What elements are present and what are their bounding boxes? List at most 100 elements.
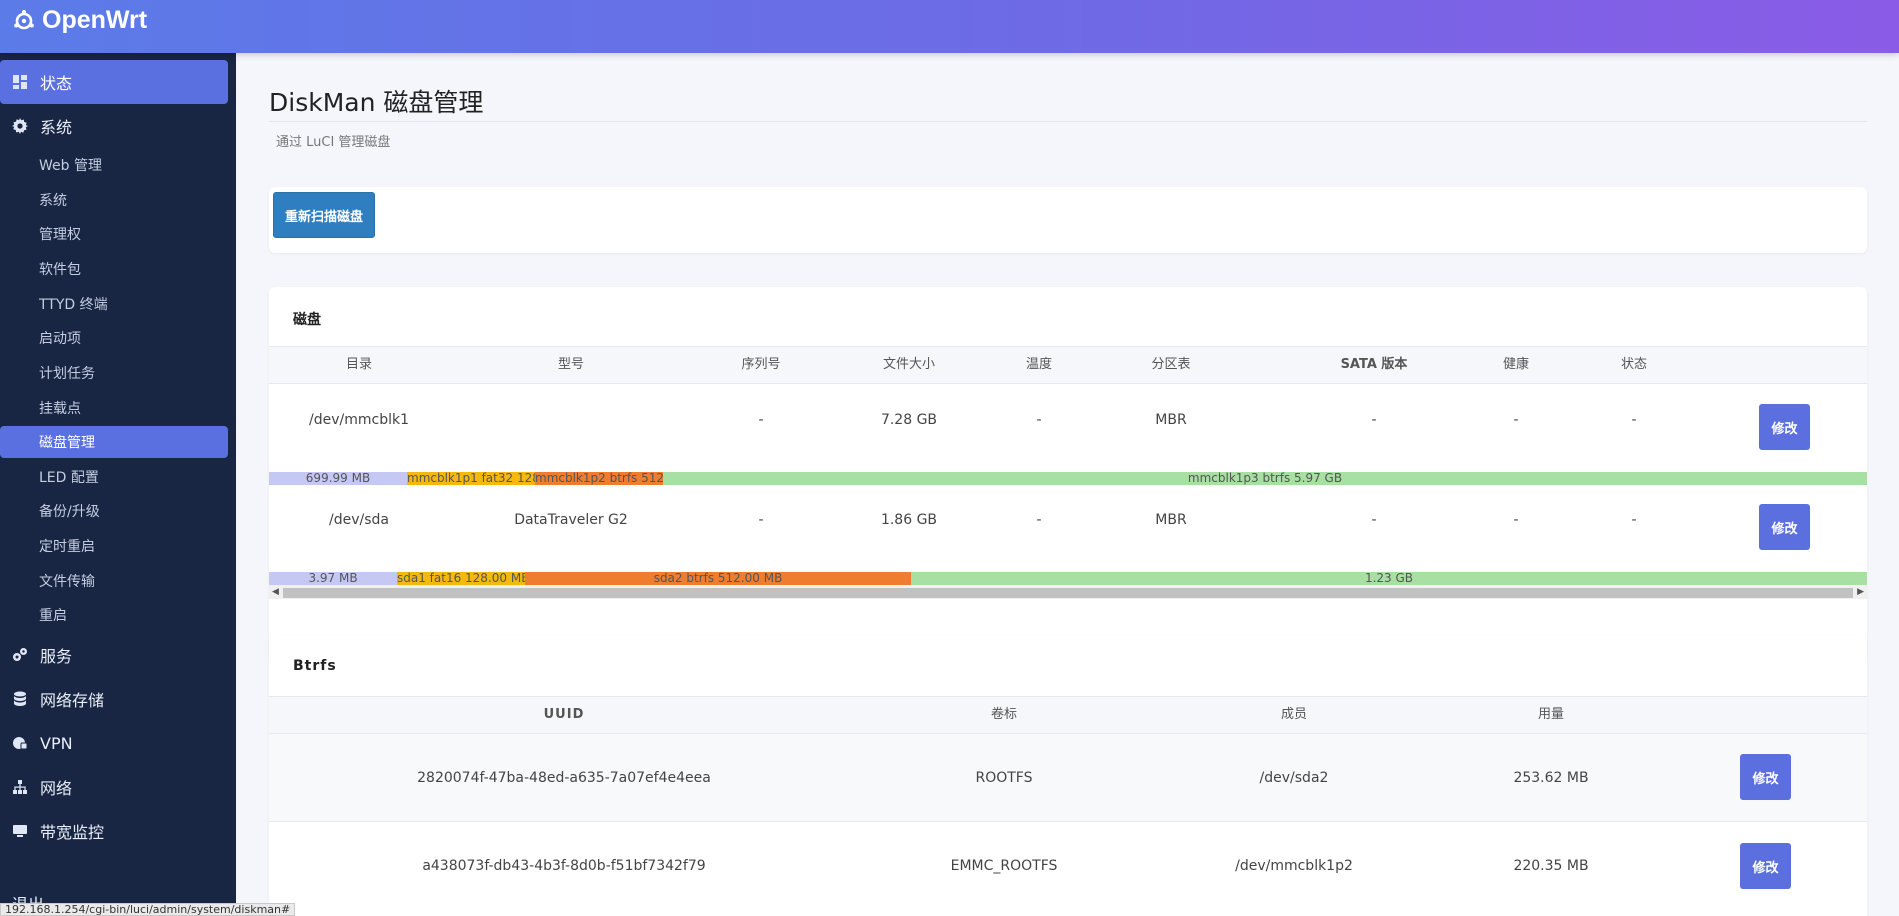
btrfs-card: Btrfs UUID 卷标 成员 用量 2820074f-47ba-48ed-a…	[269, 636, 1867, 916]
partition-segment[interactable]: mmcblk1p3 btrfs 5.97 GB	[663, 472, 1867, 485]
sidebar-sub-backup[interactable]: 备份/升级	[39, 504, 100, 520]
sidebar-item-system[interactable]: 系统	[0, 104, 236, 148]
network-icon	[12, 779, 28, 795]
btrfs-uuid: 2820074f-47ba-48ed-a635-7a07ef4e4eea	[417, 770, 711, 786]
sidebar-item-bandwidth[interactable]: 带宽监控	[0, 809, 236, 853]
globe-lock-icon	[12, 735, 28, 751]
browser-status-url: 192.168.1.254/cgi-bin/luci/admin/system/…	[0, 903, 296, 916]
disk-path: /dev/sda	[329, 512, 389, 528]
disk-path: /dev/mmcblk1	[309, 412, 409, 428]
rescan-card: 重新扫描磁盘	[269, 187, 1867, 253]
col-header-label: 卷标	[990, 707, 1017, 722]
sidebar-item-services[interactable]: 服务	[0, 633, 236, 677]
disk-status: -	[1631, 412, 1637, 428]
col-header-partition-table: 分区表	[1151, 357, 1191, 372]
sidebar-item-network[interactable]: 网络	[0, 765, 236, 809]
btrfs-uuid: a438073f-db43-4b3f-8d0b-f51bf7342f79	[422, 858, 706, 874]
database-icon	[12, 691, 28, 707]
col-header-status: 状态	[1620, 357, 1647, 372]
btrfs-usage: 220.35 MB	[1513, 858, 1589, 874]
rescan-disks-button[interactable]: 重新扫描磁盘	[273, 192, 375, 238]
sidebar: 状态 系统 Web 管理 系统 管理权 软件包 TTYD 终端 启动项 计划任务…	[0, 53, 236, 916]
sidebar-sub-system[interactable]: 系统	[39, 193, 67, 209]
btrfs-label: ROOTFS	[975, 770, 1033, 786]
btrfs-members: /dev/sda2	[1259, 770, 1329, 786]
sidebar-item-nas[interactable]: 网络存储	[0, 677, 236, 721]
dashboard-icon	[12, 74, 28, 90]
sidebar-sub-diskman[interactable]: 磁盘管理	[0, 426, 228, 458]
disk-size: 1.86 GB	[880, 512, 938, 528]
edit-btrfs-button[interactable]: 修改	[1740, 754, 1791, 800]
btrfs-members: /dev/mmcblk1p2	[1235, 858, 1353, 874]
sidebar-sub-crontab[interactable]: 计划任务	[39, 366, 95, 382]
monitor-icon	[12, 823, 28, 839]
edit-disk-button[interactable]: 修改	[1759, 404, 1810, 450]
scrollbar-thumb[interactable]	[283, 588, 1853, 598]
table-row: 2820074f-47ba-48ed-a635-7a07ef4e4eea ROO…	[269, 734, 1867, 821]
edit-btrfs-button[interactable]: 修改	[1740, 843, 1791, 889]
sidebar-item-label: 服务	[40, 647, 73, 666]
sidebar-sub-autoreboot[interactable]: 定时重启	[39, 539, 95, 555]
partition-segment[interactable]: 699.99 MB	[269, 472, 407, 485]
sidebar-item-label: 系统	[40, 118, 73, 137]
partition-bar: 699.99 MB mmcblk1p1 fat32 128.00 MB mmcb…	[269, 472, 1867, 485]
sidebar-sub-admin[interactable]: 管理权	[39, 227, 81, 243]
col-header-temp: 温度	[1025, 357, 1052, 372]
page-description: 通过 LuCI 管理磁盘	[276, 135, 391, 150]
col-header-usage: 用量	[1537, 707, 1564, 722]
col-header-health: 健康	[1502, 357, 1529, 372]
top-bar: OpenWrt	[0, 0, 1899, 53]
col-header-model: 型号	[557, 357, 584, 372]
btrfs-label: EMMC_ROOTFS	[950, 858, 1058, 874]
disk-sata: -	[1371, 512, 1377, 528]
disk-partition-table: MBR	[1155, 412, 1187, 428]
disk-serial: -	[758, 412, 764, 428]
col-header-size: 文件大小	[882, 357, 935, 372]
sidebar-item-vpn[interactable]: VPN	[0, 721, 236, 765]
sidebar-sub-filetransfer[interactable]: 文件传输	[39, 574, 95, 590]
sidebar-item-label: VPN	[40, 733, 73, 753]
disk-serial: -	[758, 512, 764, 528]
col-header-uuid: UUID	[543, 707, 585, 722]
col-header-serial: 序列号	[741, 357, 781, 372]
disks-table-header: 目录 型号 序列号 文件大小 温度 分区表 SATA 版本 健康 状态	[269, 346, 1867, 384]
sidebar-sub-startup[interactable]: 启动项	[39, 331, 81, 347]
sidebar-item-label: 网络	[40, 779, 73, 798]
sidebar-sub-ttyd[interactable]: TTYD 终端	[39, 297, 108, 313]
brand-logo[interactable]: OpenWrt	[12, 6, 147, 35]
sidebar-sub-mounts[interactable]: 挂载点	[39, 401, 81, 417]
scroll-left-icon[interactable]: ◀	[272, 587, 279, 597]
openwrt-logo-icon	[14, 9, 34, 29]
partition-segment[interactable]: sda1 fat16 128.00 MB	[397, 572, 525, 585]
scroll-right-icon[interactable]: ▶	[1857, 587, 1864, 597]
horizontal-scrollbar[interactable]: ◀ ▶	[269, 585, 1867, 599]
disk-partition-table: MBR	[1155, 512, 1187, 528]
gears-icon	[12, 647, 28, 663]
sidebar-sub-reboot[interactable]: 重启	[39, 608, 67, 624]
partition-segment[interactable]: 1.23 GB	[911, 572, 1867, 585]
gear-icon	[12, 118, 28, 134]
btrfs-table-header: UUID 卷标 成员 用量	[269, 696, 1867, 734]
partition-segment[interactable]: sda2 btrfs 512.00 MB	[525, 572, 911, 585]
sidebar-sub-web-admin[interactable]: Web 管理	[39, 158, 102, 174]
main-content: DiskMan 磁盘管理 通过 LuCI 管理磁盘 重新扫描磁盘 磁盘 目录 型…	[236, 53, 1899, 916]
partition-bar: 3.97 MB sda1 fat16 128.00 MB sda2 btrfs …	[269, 572, 1867, 585]
partition-segment[interactable]: 3.97 MB	[269, 572, 397, 585]
disk-health: -	[1513, 412, 1519, 428]
sidebar-sub-packages[interactable]: 软件包	[39, 262, 81, 278]
disk-temp: -	[1036, 512, 1042, 528]
partition-segment[interactable]: mmcblk1p1 fat32 128.00 MB	[407, 472, 535, 485]
disk-sata: -	[1371, 412, 1377, 428]
col-header-sata: SATA 版本	[1340, 357, 1408, 372]
disks-section-title: 磁盘	[293, 312, 321, 328]
sidebar-item-label: 网络存储	[40, 691, 105, 710]
btrfs-section-title: Btrfs	[293, 658, 337, 674]
sidebar-item-status[interactable]: 状态	[0, 60, 228, 104]
disk-status: -	[1631, 512, 1637, 528]
partition-segment[interactable]: mmcblk1p2 btrfs 512.00 MB	[535, 472, 663, 485]
btrfs-usage: 253.62 MB	[1513, 770, 1589, 786]
sidebar-item-label: 带宽监控	[40, 823, 105, 842]
brand-name: OpenWrt	[42, 6, 148, 34]
edit-disk-button[interactable]: 修改	[1759, 504, 1810, 550]
sidebar-sub-led[interactable]: LED 配置	[39, 470, 99, 486]
